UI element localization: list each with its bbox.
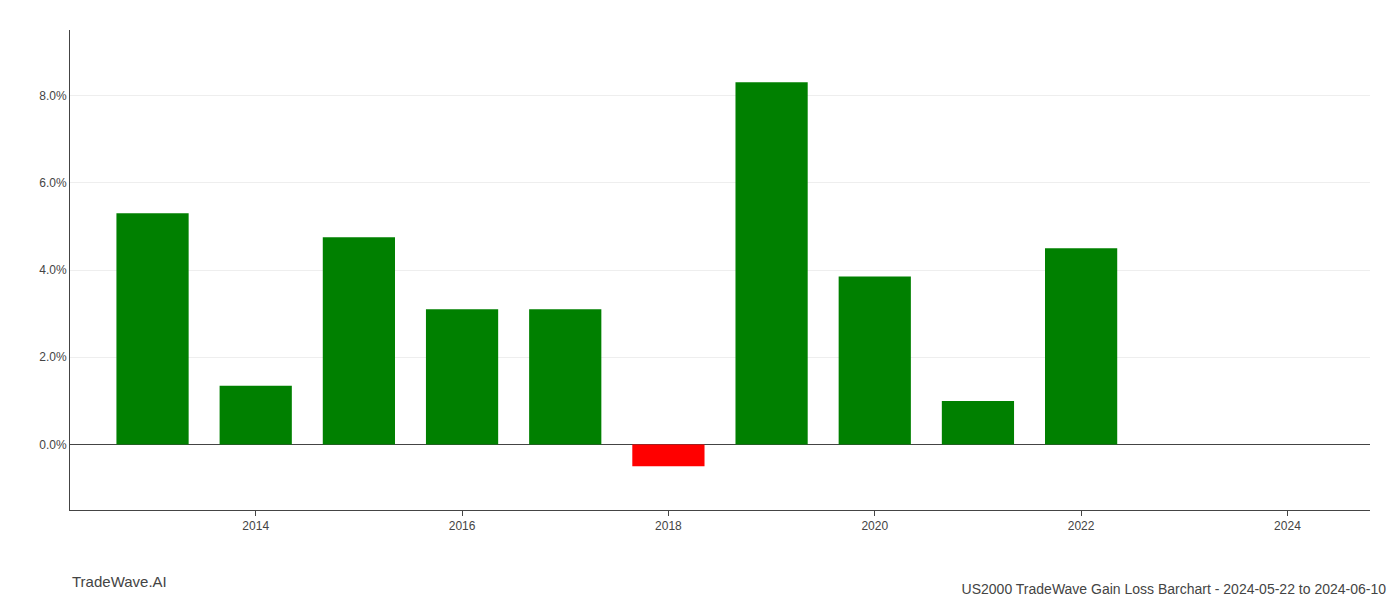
svg-text:2018: 2018 [655, 519, 682, 533]
svg-text:0.0%: 0.0% [39, 438, 67, 452]
svg-text:2020: 2020 [861, 519, 888, 533]
svg-text:8.0%: 8.0% [39, 89, 67, 103]
svg-text:2016: 2016 [449, 519, 476, 533]
svg-text:2.0%: 2.0% [39, 350, 67, 364]
svg-text:2024: 2024 [1274, 519, 1301, 533]
svg-text:TradeWave.AI: TradeWave.AI [72, 573, 167, 590]
svg-text:2022: 2022 [1068, 519, 1095, 533]
svg-text:US2000 TradeWave Gain Loss Bar: US2000 TradeWave Gain Loss Barchart - 20… [962, 581, 1387, 597]
svg-text:6.0%: 6.0% [39, 176, 67, 190]
svg-text:4.0%: 4.0% [39, 263, 67, 277]
svg-text:2014: 2014 [242, 519, 269, 533]
